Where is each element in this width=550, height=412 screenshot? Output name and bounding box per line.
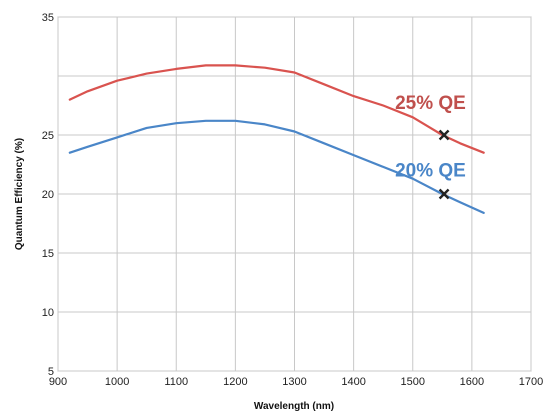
x-marker xyxy=(438,188,450,200)
y-tick-label: 15 xyxy=(42,248,54,260)
y-tick-label: 35 xyxy=(42,12,54,24)
x-tick-label: 1300 xyxy=(282,376,306,388)
x-tick-label: 1200 xyxy=(223,376,247,388)
annotations: 25% QE 20% QE xyxy=(395,93,466,181)
y-tick-label: 20 xyxy=(42,189,54,201)
y-tick-label: 25 xyxy=(42,130,54,142)
data-markers xyxy=(438,129,450,200)
y-tick-label: 10 xyxy=(42,307,54,319)
grid-lines xyxy=(57,16,532,372)
series-line-0 xyxy=(68,64,485,154)
y-tick-label: 5 xyxy=(48,366,54,378)
x-tick-label: 1100 xyxy=(164,376,188,388)
x-marker xyxy=(438,129,450,141)
tick-labels: 900 1000 1100 1200 1300 1400 1500 1600 1700 5 10 15… xyxy=(42,12,543,388)
annotation-label: 20% QE xyxy=(395,160,466,181)
x-tick-label: 1500 xyxy=(401,376,425,388)
x-tick-label: 900 xyxy=(49,376,67,388)
x-tick-label: 1000 xyxy=(105,376,129,388)
x-axis-label: Wavelength (nm) xyxy=(254,401,334,412)
series-lines xyxy=(68,64,485,214)
y-axis-label: Quantum Efficiency (%) xyxy=(14,138,25,250)
x-tick-label: 1400 xyxy=(341,376,365,388)
x-tick-label: 1700 xyxy=(519,376,543,388)
series-line-1 xyxy=(68,119,485,214)
x-tick-label: 1600 xyxy=(460,376,484,388)
annotation-label: 25% QE xyxy=(395,93,466,114)
